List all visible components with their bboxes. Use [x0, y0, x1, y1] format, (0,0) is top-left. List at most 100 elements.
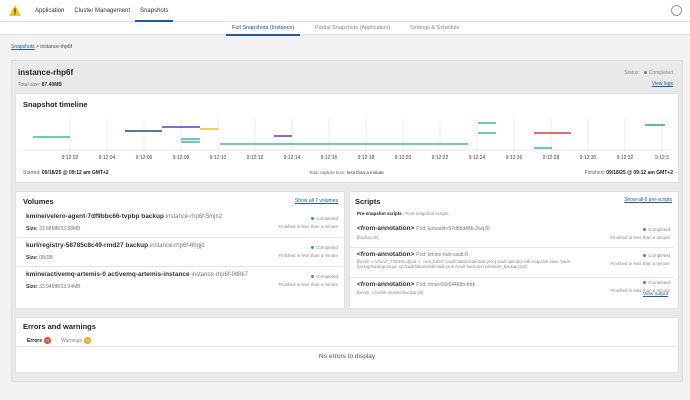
script-command: [backup.sh] — [357, 235, 379, 240]
volume-status: Completed Finished in less than a minute — [278, 244, 338, 260]
status-dot-icon — [643, 71, 647, 74]
timeline-tick-label: 9:12:24 — [469, 155, 486, 161]
warnings-label: Warnings — [61, 338, 83, 344]
volume-size-label: Size: — [26, 226, 38, 232]
finished-label: Finished: — [584, 170, 605, 176]
volume-size-label: Size: — [26, 284, 38, 290]
snapshot-timeline-panel — [15, 93, 679, 183]
script-status-detail: Finished in less than a minute — [610, 288, 670, 293]
volumes-title: Volumes — [23, 197, 54, 206]
volume-size: Size: 33.88MB/33.88MB — [26, 226, 80, 232]
volume-name: kurl/registry-58785c8c49-rmd27 backup in… — [26, 242, 205, 249]
timeline-title: Snapshot timeline — [23, 100, 88, 109]
timeline-tick-label: 9:12:10 — [210, 155, 227, 161]
timeline-tick-label: 9:12:20 — [395, 155, 412, 161]
tab-pre-snapshot-scripts[interactable]: Pre-snapshot scripts — [357, 211, 402, 216]
status-label: Status: — [624, 70, 640, 76]
tab-full-snapshots[interactable]: Full Snapshots (Instance) — [226, 22, 301, 36]
timeline-tick-label: 9:12:04 — [99, 155, 116, 161]
timeline-tick-label: 9:12:08 — [173, 155, 190, 161]
volume-status-detail: Finished in less than a minute — [278, 253, 338, 258]
script-status-detail: Finished in less than a minute — [610, 261, 670, 266]
volume-name-text: kurl/registry-58785c8c49-rmd27 backup — [26, 242, 149, 249]
timeline-tick-label: 9:12:06 — [136, 155, 153, 161]
script-row: <from-annotation> Pod: kmine-hub-vault-0… — [350, 248, 674, 278]
script-status-detail: Finished in less than a minute — [610, 235, 670, 240]
status-badge: Status: Completed — [624, 70, 673, 76]
snapshot-subtabs: Full Snapshots (Instance) Partial Snapsh… — [0, 22, 690, 36]
volume-status-text: Completed — [316, 274, 338, 279]
timeline-tick-label: 9:12:22 — [432, 155, 449, 161]
timeline-started: Started: 09/18/25 @ 09:12 am GMT+2 — [23, 170, 109, 176]
volumes-panel — [15, 191, 345, 309]
tab-post-snapshot-scripts[interactable]: Post-snapshot scripts — [405, 211, 449, 216]
timeline-tick-label: 9:12:14 — [284, 155, 301, 161]
volume-size-label: Size: — [26, 255, 38, 261]
errors-title: Errors and warnings — [23, 322, 96, 331]
volume-size: Size: 33.94MB/33.94MB — [26, 284, 80, 290]
errors-count-badge: 0 — [44, 337, 52, 344]
volume-status-detail: Finished in less than a minute — [278, 224, 338, 229]
script-status: Completed Finished in less than a minute — [610, 252, 670, 268]
errors-warnings-panel — [15, 317, 679, 373]
user-menu-icon[interactable]: ··· — [671, 5, 682, 16]
timeline-chart: 9:12:02 9:12:04 9:12:06 9:12:08 9:12:10 9:12:… — [23, 119, 671, 161]
script-row: <from-annotation> Pod: kotsadm-57d8bd48b… — [350, 222, 674, 248]
script-status-text: Completed — [648, 280, 670, 285]
total-size-value: 87.40MB — [41, 82, 62, 88]
total-size-label: Total size: — [18, 82, 41, 88]
volume-instance: instance-rhp6f-6hgjd — [149, 243, 205, 249]
volume-size: Size: 0B/0B — [26, 255, 53, 261]
volume-status: Completed Finished in less than a minute — [278, 215, 338, 231]
breadcrumb-separator: > — [34, 44, 41, 50]
volume-size-value: 33.88MB/33.88MB — [39, 226, 81, 232]
timeline-tick-label: 9:12:3 — [655, 155, 669, 161]
nav-cluster-management[interactable]: Cluster Management — [74, 8, 131, 14]
timeline-tick-label: 9:12:12 — [247, 155, 264, 161]
breadcrumb: Snapshots > instance-rhp6f — [11, 44, 72, 50]
timeline-tick-label: 9:12:32 — [617, 155, 634, 161]
total-size: Total size: 87.40MB — [18, 82, 62, 88]
script-name-text: <from-annotation> — [357, 281, 415, 288]
warning-logo-icon[interactable] — [9, 5, 21, 16]
script-name-text: <from-annotation> — [357, 251, 415, 258]
breadcrumb-snapshots-link[interactable]: Snapshots — [11, 44, 35, 50]
script-command: [bin/sh -c VAULT_TOKEN=$(cat -r '.root_t… — [357, 259, 571, 269]
volume-name: kmine/velero-agent-7df9bbc66-tvpbp backu… — [26, 213, 222, 220]
show-all-scripts-link[interactable]: Show all 6 pre-scripts — [624, 197, 672, 203]
completed-dot-icon — [311, 246, 315, 249]
completed-dot-icon — [311, 275, 315, 278]
timeline-tick-label: 9:12:30 — [580, 155, 597, 161]
started-label: Started: — [23, 170, 41, 176]
view-output-link[interactable]: View output — [643, 292, 668, 297]
script-command: [bin/sh -c bin/sh /restore/backup.sh] — [357, 290, 424, 295]
view-logs-link[interactable]: View logs — [651, 81, 673, 87]
status-value: Completed — [648, 70, 673, 76]
script-pod: Pod: kotsadm-57d8bd48b-2wq7b — [416, 226, 490, 232]
volume-row: kmine/velero-agent-7df9bbc66-tvpbp backu… — [18, 210, 342, 238]
script-status-text: Completed — [648, 227, 670, 232]
volume-name-text: kmine/activemq-artemis-0 activemq-artemi… — [26, 271, 190, 278]
script-pod: Pod: kmine-hub-vault-0 — [416, 252, 468, 258]
volume-status-detail: Finished in less than a minute — [278, 282, 338, 287]
top-navigation-bar: Application Cluster Management Snapshots… — [0, 0, 690, 22]
timeline-capture-time: Total capture time: less than a minute — [309, 170, 384, 175]
tab-partial-snapshots[interactable]: Partial Snapshots (Application) — [315, 25, 391, 31]
volume-name: kmine/activemq-artemis-0 activemq-artemi… — [26, 271, 248, 278]
tab-errors[interactable]: Errors 0 — [27, 337, 52, 344]
timeline-tick-label: 9:12:28 — [543, 155, 560, 161]
page-title: instance-rhp6f — [18, 68, 74, 77]
volume-row: kurl/registry-58785c8c49-rmd27 backup in… — [18, 239, 342, 267]
nav-application[interactable]: Application — [35, 8, 65, 14]
started-value: 09/18/25 @ 09:12 am GMT+2 — [41, 170, 109, 176]
nav-snapshots[interactable]: Snapshots — [135, 0, 174, 22]
tab-settings-schedule[interactable]: Settings & Schedule — [410, 25, 460, 31]
script-status: Completed Finished in less than a minute — [610, 279, 670, 295]
tab-warnings[interactable]: Warnings 0 — [61, 337, 92, 344]
volume-status-text: Completed — [316, 216, 338, 221]
script-tabs: Pre-snapshot scripts | Post-snapshot scr… — [357, 211, 449, 216]
timeline-tick-label: 9:12:02 — [62, 155, 79, 161]
script-name-text: <from-annotation> — [357, 225, 415, 232]
show-all-volumes-link[interactable]: Show all 7 volumes — [294, 198, 338, 204]
volume-instance: instance-rhp6f-988k7 — [191, 272, 248, 278]
